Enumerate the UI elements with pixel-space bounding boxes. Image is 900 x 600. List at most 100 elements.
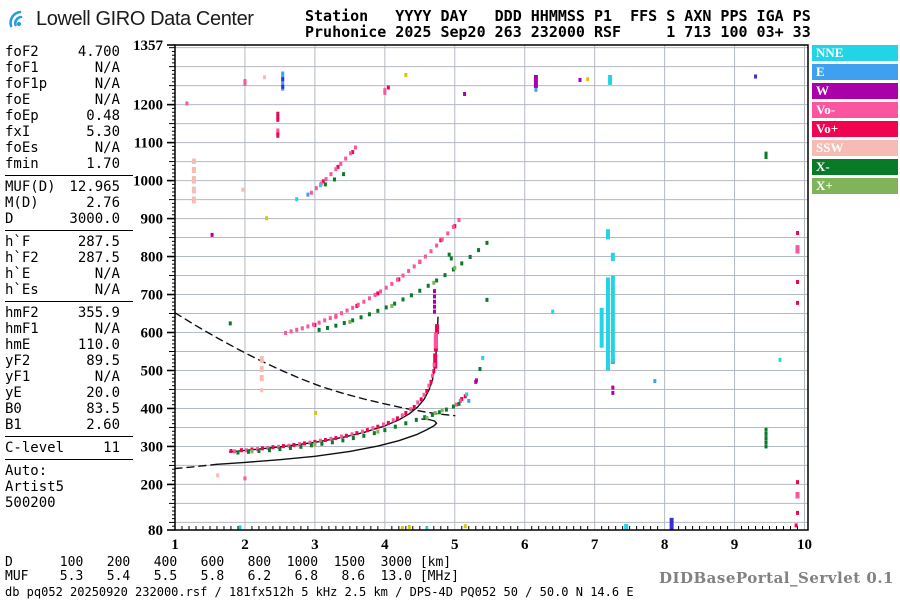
param-row: yF1 N/A <box>5 369 120 385</box>
legend-item-x+: X+ <box>812 178 898 194</box>
curve-f2-trace-fit <box>228 316 439 453</box>
param-label: foE <box>5 92 31 108</box>
param-row: C-level 11 <box>5 440 120 456</box>
y-tick-label: 900 <box>141 212 164 228</box>
param-value: 5.30 <box>86 124 120 140</box>
param-value: N/A <box>94 282 120 298</box>
logo-title: Lowell GIRO Data Center <box>36 7 254 30</box>
param-row: hmF2 355.9 <box>5 305 120 321</box>
param-label: fmin <box>5 156 39 172</box>
param-group: Auto: Artist5 500200 <box>5 459 133 511</box>
param-label: D <box>5 211 14 227</box>
legend-item-vo+: Vo+ <box>812 121 898 137</box>
param-label: yE <box>5 385 22 401</box>
param-label: hmE <box>5 337 31 353</box>
param-label: Auto: <box>5 463 48 479</box>
legend-item-ssw: SSW <box>812 140 898 156</box>
param-row: MUF(D) 12.965 <box>5 179 120 195</box>
param-row: foEs N/A <box>5 140 120 156</box>
param-row: Auto: <box>5 463 120 479</box>
param-value: N/A <box>94 321 120 337</box>
param-label: foF1 <box>5 60 39 76</box>
param-value: 287.5 <box>77 250 120 266</box>
param-row: B0 83.5 <box>5 401 120 417</box>
legend-item-x-: X- <box>812 159 898 175</box>
y-tick-label: 1357 <box>133 38 164 54</box>
param-row: h`E N/A <box>5 266 120 282</box>
param-value: 0.48 <box>86 108 120 124</box>
param-row: foE N/A <box>5 92 120 108</box>
param-row: h`Es N/A <box>5 282 120 298</box>
param-row: foF2 4.700 <box>5 44 120 60</box>
param-value: N/A <box>94 60 120 76</box>
param-value: N/A <box>94 140 120 156</box>
scatter-series-SSW <box>191 75 267 478</box>
x-tick-label: 8 <box>661 537 669 553</box>
param-label: 500200 <box>5 495 56 511</box>
legend-item-vo-: Vo- <box>812 102 898 118</box>
param-value: N/A <box>94 369 120 385</box>
legend-item-nne: NNE <box>812 45 898 61</box>
param-row: h`F2 287.5 <box>5 250 120 266</box>
param-value: 83.5 <box>86 401 120 417</box>
param-label: fxI <box>5 124 31 140</box>
param-label: h`Es <box>5 282 39 298</box>
param-group: hmF2 355.9 hmF1 N/A hmE 110.0 yF2 89.5 yF1 N/A yE 2… <box>5 301 133 433</box>
y-tick-label: 800 <box>141 250 164 266</box>
legend-item-w: W <box>812 83 898 99</box>
param-row: fxI 5.30 <box>5 124 120 140</box>
record-status-line: db pq052 20250920 232000.rsf / 181fx512h… <box>5 585 634 599</box>
y-tick-label: 200 <box>141 477 164 493</box>
param-row: yE 20.0 <box>5 385 120 401</box>
param-label: Artist5 <box>5 479 65 495</box>
param-group: foF2 4.700 foF1 N/A foF1p N/A foE N/A foEp 0.48 fx… <box>5 44 133 172</box>
y-tick-label: 400 <box>141 401 164 417</box>
param-row: foEp 0.48 <box>5 108 120 124</box>
x-tick-label: 6 <box>521 537 529 553</box>
echo-type-legend: NNE E W Vo- Vo+ SSW X- X+ <box>812 45 898 197</box>
x-tick-label: 4 <box>381 537 389 553</box>
param-row: D 3000.0 <box>5 211 120 227</box>
axis-labels: 1357120011001000900800700600500400300200… <box>133 38 812 553</box>
param-row: yF2 89.5 <box>5 353 120 369</box>
param-label: foF2 <box>5 44 39 60</box>
param-label: yF2 <box>5 353 31 369</box>
param-value: 11 <box>103 440 120 456</box>
curve-profile-extrapolated <box>174 463 218 470</box>
servlet-version-label: DIDBasePortal_Servlet 0.1 <box>658 569 894 587</box>
muf-frequency-row: MUF 5.3 5.4 5.5 5.8 6.2 6.8 8.6 13.0 [MH… <box>5 568 459 584</box>
y-tick-label: 700 <box>141 288 164 304</box>
x-tick-label: 7 <box>591 537 599 553</box>
param-label: yF1 <box>5 369 31 385</box>
param-value: 4.700 <box>77 44 120 60</box>
param-value: 12.965 <box>69 179 120 195</box>
giro-wave-icon <box>9 10 23 28</box>
scatter-series-X+ <box>250 265 457 454</box>
param-value: 287.5 <box>77 234 120 250</box>
muf-distance-row: D 100 200 400 600 800 1000 1500 3000 [km… <box>5 555 452 570</box>
scatter-series-other-yellow <box>265 73 590 531</box>
param-value: N/A <box>94 266 120 282</box>
param-group: MUF(D) 12.965 M(D) 2.76 D 3000.0 <box>5 175 133 227</box>
gridlines <box>175 45 808 530</box>
param-label: C-level <box>5 440 65 456</box>
header-columns: Station YYYY DAY DDD HHMMSS P1 FFS S AXN… <box>305 7 811 25</box>
param-label: h`F2 <box>5 250 39 266</box>
param-label: foEp <box>5 108 39 124</box>
scatter-series-W <box>210 75 615 395</box>
x-tick-label: 2 <box>241 537 249 553</box>
param-label: hmF1 <box>5 321 39 337</box>
scatter-series-NNE <box>238 75 782 531</box>
param-value: 89.5 <box>86 353 120 369</box>
giro-logo: Lowell GIRO Data Center <box>6 7 254 31</box>
y-tick-label: 1200 <box>133 98 163 114</box>
y-tick-label: 300 <box>141 439 164 455</box>
param-label: M(D) <box>5 195 39 211</box>
param-label: h`E <box>5 266 31 282</box>
y-tick-label: 1100 <box>134 136 163 152</box>
param-row: fmin 1.70 <box>5 156 120 172</box>
param-value: 2.60 <box>86 417 120 433</box>
param-row: B1 2.60 <box>5 417 120 433</box>
scatter-series-X- <box>228 151 768 455</box>
